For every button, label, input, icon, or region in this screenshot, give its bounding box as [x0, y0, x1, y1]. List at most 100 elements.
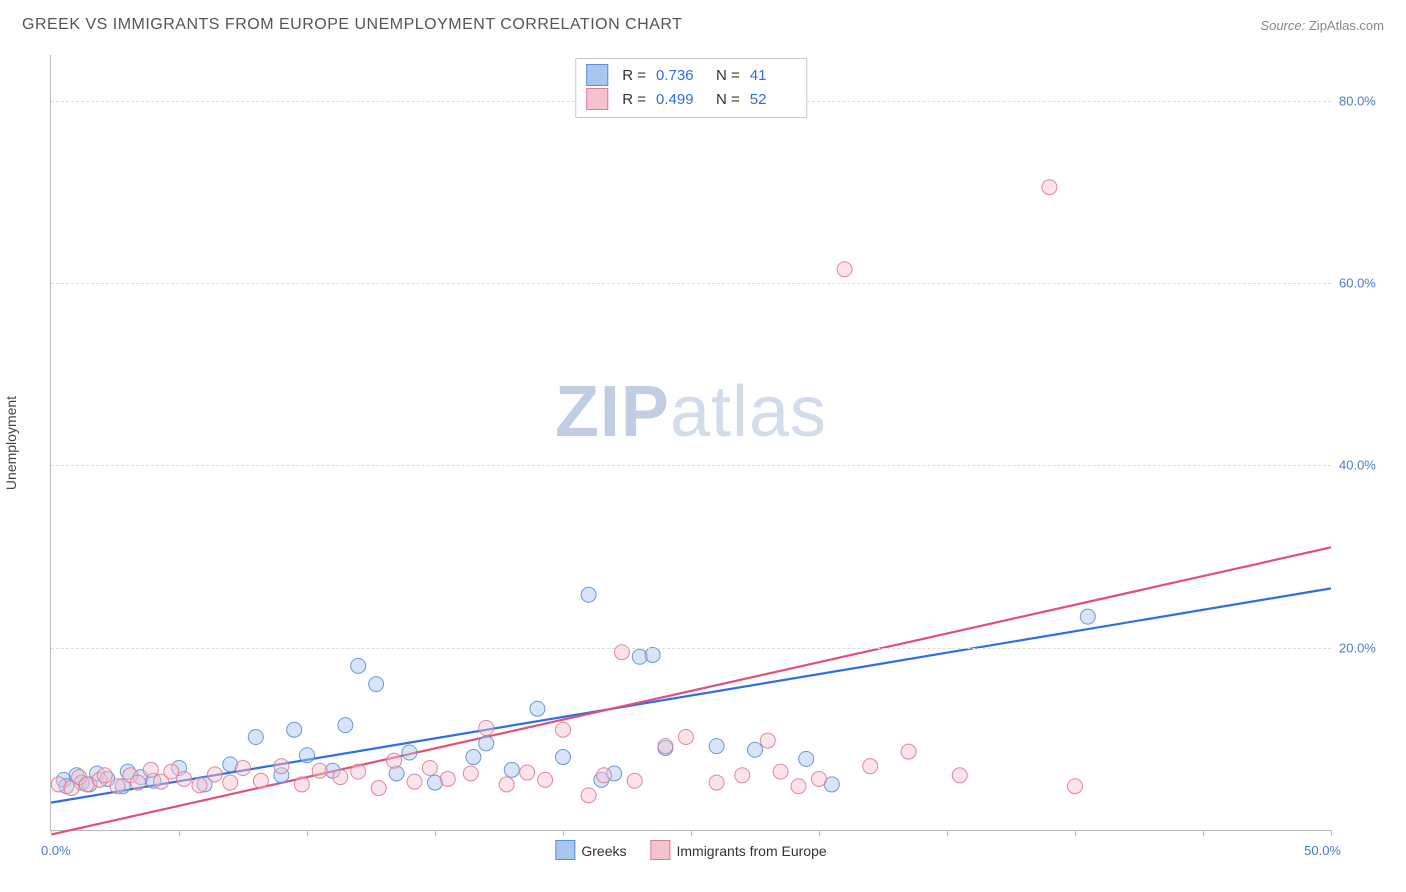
- point-immigrants: [538, 772, 553, 787]
- legend-label-greeks: Greeks: [581, 843, 626, 859]
- point-greeks: [402, 745, 417, 760]
- point-immigrants: [760, 733, 775, 748]
- x-tick: [307, 830, 308, 836]
- point-immigrants: [177, 771, 192, 786]
- point-immigrants: [773, 764, 788, 779]
- x-max-label: 50.0%: [1304, 843, 1341, 858]
- point-greeks: [338, 718, 353, 733]
- swatch-greeks: [586, 64, 608, 86]
- x-origin-label: 0.0%: [41, 843, 71, 858]
- x-tick: [51, 830, 52, 836]
- y-tick-label: 40.0%: [1339, 458, 1389, 473]
- point-immigrants: [312, 763, 327, 778]
- legend-label-immigrants: Immigrants from Europe: [676, 843, 826, 859]
- source-label: Source:: [1260, 18, 1305, 33]
- point-immigrants: [658, 739, 673, 754]
- point-immigrants: [1042, 180, 1057, 195]
- n-value-greeks: 41: [750, 67, 796, 84]
- source-credit: Source: ZipAtlas.com: [1260, 18, 1384, 33]
- point-immigrants: [499, 777, 514, 792]
- gridline: [51, 283, 1331, 284]
- point-greeks: [1080, 609, 1095, 624]
- point-immigrants: [371, 781, 386, 796]
- x-tick: [1075, 830, 1076, 836]
- series-legend: Greeks Immigrants from Europe: [555, 840, 826, 860]
- point-greeks: [351, 658, 366, 673]
- n-label: N =: [716, 67, 740, 84]
- x-tick: [1331, 830, 1332, 836]
- point-immigrants: [253, 773, 268, 788]
- point-immigrants: [223, 775, 238, 790]
- point-immigrants: [596, 768, 611, 783]
- r-label: R =: [622, 67, 646, 84]
- point-immigrants: [274, 759, 289, 774]
- y-tick-label: 60.0%: [1339, 275, 1389, 290]
- point-immigrants: [837, 262, 852, 277]
- point-immigrants: [709, 775, 724, 790]
- point-immigrants: [812, 771, 827, 786]
- point-immigrants: [207, 767, 222, 782]
- point-immigrants: [556, 722, 571, 737]
- y-tick-label: 20.0%: [1339, 640, 1389, 655]
- n-value-immigrants: 52: [750, 91, 796, 108]
- point-immigrants: [440, 771, 455, 786]
- point-greeks: [369, 677, 384, 692]
- point-immigrants: [735, 768, 750, 783]
- chart-title: GREEK VS IMMIGRANTS FROM EUROPE UNEMPLOY…: [22, 16, 682, 34]
- point-immigrants: [333, 770, 348, 785]
- stats-row-immigrants: R = 0.499 N = 52: [586, 87, 796, 111]
- scatter-points: [51, 55, 1331, 830]
- gridline: [51, 465, 1331, 466]
- point-greeks: [479, 736, 494, 751]
- point-immigrants: [627, 773, 642, 788]
- point-immigrants: [520, 765, 535, 780]
- point-immigrants: [110, 779, 125, 794]
- point-greeks: [300, 748, 315, 763]
- r-value-immigrants: 0.499: [656, 91, 702, 108]
- y-tick-label: 80.0%: [1339, 93, 1389, 108]
- point-greeks: [556, 750, 571, 765]
- stats-row-greeks: R = 0.736 N = 41: [586, 63, 796, 87]
- point-immigrants: [387, 753, 402, 768]
- point-greeks: [645, 647, 660, 662]
- point-immigrants: [863, 759, 878, 774]
- point-immigrants: [479, 720, 494, 735]
- x-tick: [435, 830, 436, 836]
- plot-area: Unemployment ZIPatlas R = 0.736 N = 41 R…: [50, 55, 1331, 831]
- point-greeks: [799, 751, 814, 766]
- legend-swatch-immigrants: [650, 840, 670, 860]
- point-greeks: [530, 701, 545, 716]
- point-immigrants: [236, 761, 251, 776]
- x-tick: [563, 830, 564, 836]
- point-immigrants: [407, 774, 422, 789]
- x-tick: [947, 830, 948, 836]
- point-greeks: [581, 587, 596, 602]
- x-tick: [179, 830, 180, 836]
- point-immigrants: [422, 761, 437, 776]
- n-label: N =: [716, 91, 740, 108]
- r-value-greeks: 0.736: [656, 67, 702, 84]
- gridline: [51, 648, 1331, 649]
- point-immigrants: [791, 779, 806, 794]
- point-immigrants: [901, 744, 916, 759]
- x-tick: [1203, 830, 1204, 836]
- r-label: R =: [622, 91, 646, 108]
- point-greeks: [748, 742, 763, 757]
- point-immigrants: [351, 764, 366, 779]
- point-immigrants: [1068, 779, 1083, 794]
- point-immigrants: [192, 778, 207, 793]
- x-tick: [819, 830, 820, 836]
- point-immigrants: [131, 775, 146, 790]
- x-tick: [691, 830, 692, 836]
- legend-item-greeks: Greeks: [555, 840, 626, 860]
- point-immigrants: [581, 788, 596, 803]
- point-immigrants: [97, 768, 112, 783]
- point-immigrants: [143, 762, 158, 777]
- stats-legend: R = 0.736 N = 41 R = 0.499 N = 52: [575, 58, 807, 118]
- swatch-immigrants: [586, 88, 608, 110]
- source-name: ZipAtlas.com: [1309, 18, 1384, 33]
- point-greeks: [709, 739, 724, 754]
- point-greeks: [504, 762, 519, 777]
- legend-swatch-greeks: [555, 840, 575, 860]
- legend-item-immigrants: Immigrants from Europe: [650, 840, 826, 860]
